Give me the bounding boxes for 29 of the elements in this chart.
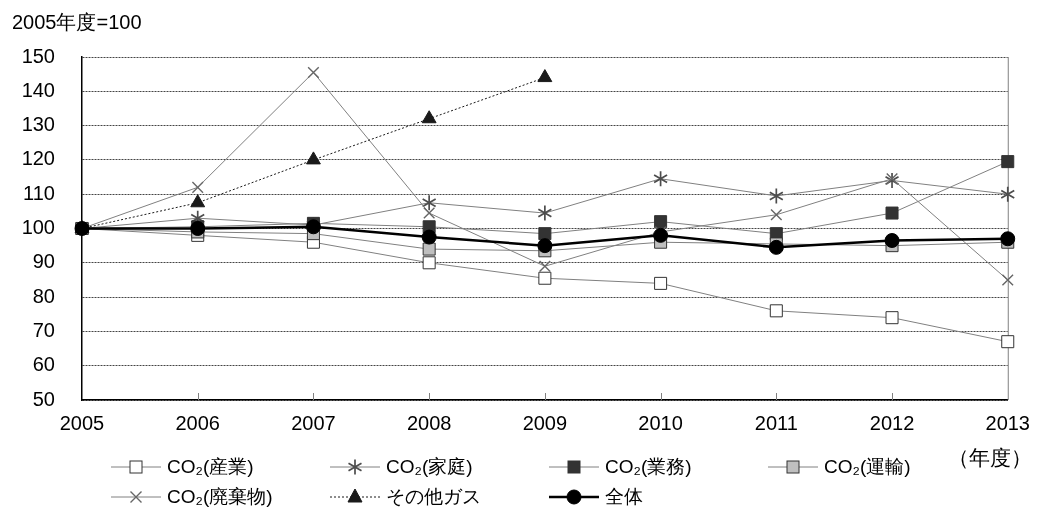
y-tick-label: 100	[21, 216, 55, 239]
x-tick-label: 2013	[985, 411, 1030, 434]
x-tick-label: 2007	[291, 411, 336, 434]
y-tick-label: 90	[32, 250, 55, 273]
y-tick-label: 80	[32, 284, 55, 307]
legend-label: CO₂(廃棄物)	[167, 485, 273, 509]
legend-label: CO₂(産業)	[167, 455, 254, 479]
y-tick-label: 130	[21, 113, 55, 136]
x-tick-label: 2006	[175, 411, 220, 434]
y-tick-label: 70	[32, 318, 55, 341]
x-tick-label: 2008	[406, 411, 452, 434]
legend-label: 全体	[605, 485, 643, 509]
x-tick-label: 2010	[638, 411, 683, 434]
y-tick-label: 50	[32, 387, 55, 410]
legend-label: CO₂(業務)	[605, 455, 692, 479]
x-tick-label: 2011	[754, 411, 798, 434]
y-tick-label: 140	[21, 78, 55, 101]
y-tick-label: 120	[21, 147, 55, 170]
y-tick-label: 60	[32, 353, 55, 376]
x-tick-label: 2005	[59, 411, 105, 434]
legend-label: CO₂(運輸)	[824, 455, 911, 479]
y-tick-label: 110	[23, 181, 55, 204]
legend-label: その他ガス	[386, 485, 481, 509]
y-tick-label: 150	[21, 44, 55, 67]
x-tick-label: 2009	[522, 411, 568, 434]
x-axis-title: （年度）	[948, 446, 1032, 470]
y-axis-title: 2005年度=100	[12, 10, 142, 34]
legend-label: CO₂(家庭)	[386, 455, 473, 479]
x-tick-label: 2012	[869, 411, 915, 434]
